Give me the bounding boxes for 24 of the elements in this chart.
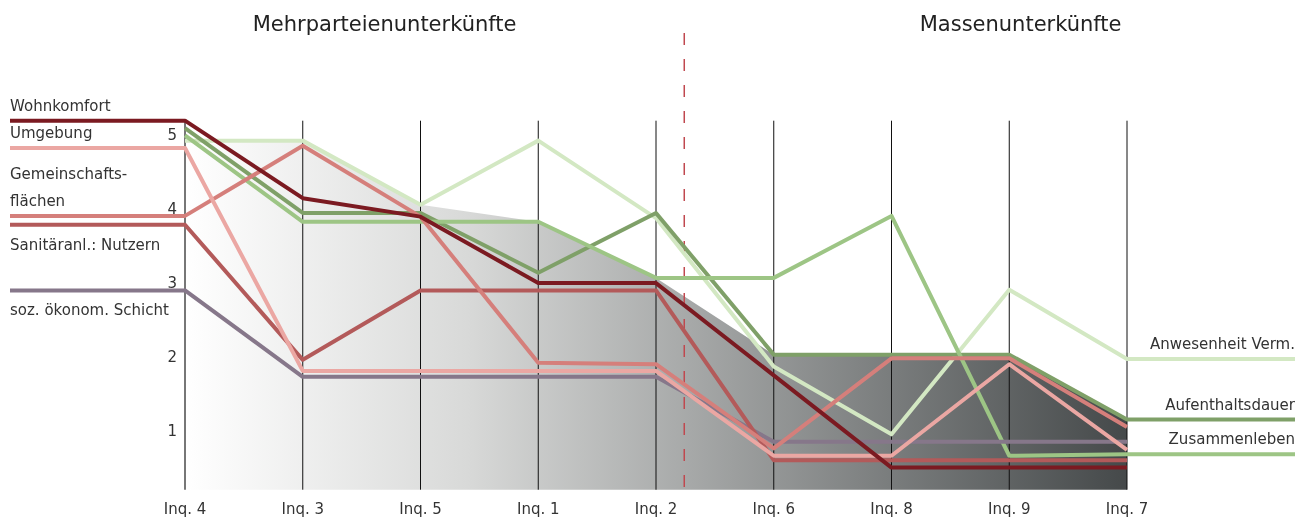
series-label: Anwesenheit Verm. <box>1150 335 1295 354</box>
series-label: Umgebung <box>10 124 93 143</box>
series-label: Wohnkomfort <box>10 96 111 115</box>
series-label: soz. ökonom. Schicht <box>10 301 169 320</box>
text: Massenunterkünfte <box>919 12 1122 36</box>
series-label: Aufenthaltsdauer <box>1165 395 1296 414</box>
x-tick-label: Inq. 9 <box>987 500 1031 518</box>
series-label: Sanitäranl.: Nutzern <box>10 235 161 254</box>
y-tick-label: 1 <box>167 421 177 440</box>
text: Mehrparteienunterkünfte <box>252 12 517 36</box>
y-tick-label: 4 <box>167 200 177 219</box>
y-tick-label: 5 <box>167 126 177 145</box>
y-tick-label: 2 <box>167 347 177 366</box>
series-label: Gemeinschafts- flächen <box>10 164 128 210</box>
x-tick-label: Inq. 5 <box>399 500 442 518</box>
x-tick-label: Inq. 3 <box>281 500 325 518</box>
x-tick-label: Inq. 1 <box>516 500 560 518</box>
x-tick-label: Inq. 2 <box>634 500 678 518</box>
x-tick-label: Inq. 7 <box>1105 500 1149 518</box>
x-tick-label: Inq. 4 <box>163 500 207 518</box>
x-tick-label: Inq. 8 <box>870 500 913 518</box>
series-label: Zusammenleben <box>1168 430 1295 449</box>
x-tick-label: Inq. 6 <box>752 500 796 518</box>
y-tick-label: 3 <box>167 274 177 293</box>
